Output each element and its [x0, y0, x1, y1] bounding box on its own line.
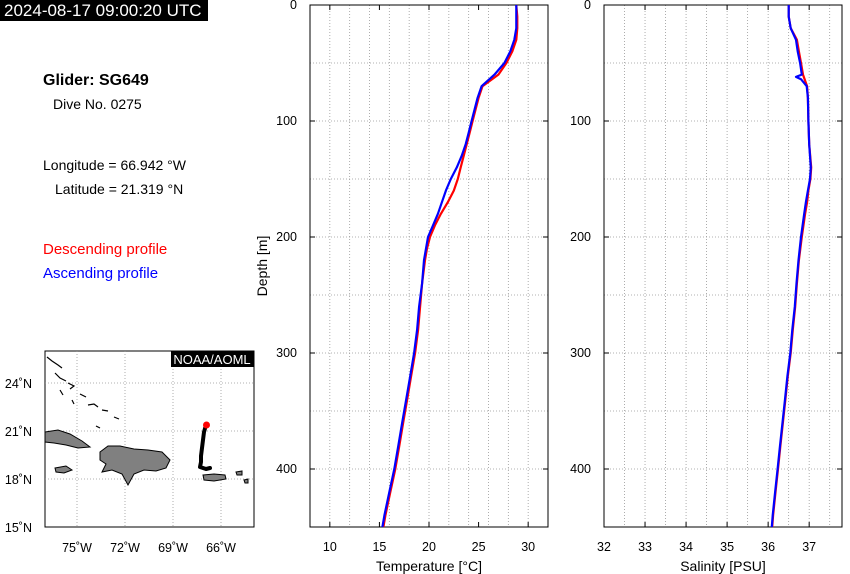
x-tick-label: 37 [802, 540, 816, 554]
map-frame [44, 350, 255, 528]
timestamp-banner: 2024-08-17 09:00:20 UTC [0, 0, 208, 21]
y-tick-label: 0 [584, 0, 591, 12]
longitude-readout: Longitude = 66.942 °W [43, 157, 186, 173]
y-tick-label: 400 [276, 462, 297, 476]
island-2 [243, 478, 249, 484]
lon-tick-label: 75˚W [62, 541, 92, 555]
lat-tick-label: 21˚N [5, 425, 32, 439]
x-tick-label: 35 [720, 540, 734, 554]
glider-title: Glider: SG649 [43, 72, 149, 89]
x-tick-label: 33 [638, 540, 652, 554]
x-axis-label: Salinity [PSU] [680, 558, 766, 574]
puerto-rico-land [202, 473, 227, 482]
salinity-profile-plot: 0 100 200 300 400 32 33 34 35 36 37 Salinity [PSU] [570, 0, 843, 574]
x-tick-label: 32 [597, 540, 611, 554]
map-credit-box [171, 351, 254, 367]
lat-tick-label: 18˚N [5, 473, 32, 487]
lat-tick-label: 15˚N [5, 521, 32, 535]
glider-track [198, 423, 212, 471]
ascending-profile-line [381, 5, 518, 528]
descending-profile-line [382, 4, 519, 528]
x-tick-label: 20 [422, 540, 436, 554]
latitude-readout: Latitude = 21.319 °N [55, 181, 184, 197]
lon-tick-label: 69˚W [158, 541, 188, 555]
plot-frame [603, 4, 843, 528]
y-tick-label: 200 [276, 230, 297, 244]
grid [604, 5, 842, 527]
inset-map: NOAA/AOML 24˚N 21˚N 18˚N 15˚N 75˚W 72˚W … [5, 350, 255, 555]
x-tick-label: 34 [679, 540, 693, 554]
legend-ascending: Ascending profile [43, 265, 159, 282]
grid [310, 5, 548, 527]
y-tick-label: 100 [570, 114, 591, 128]
x-tick-label: 15 [372, 540, 386, 554]
x-tick-label: 10 [323, 540, 337, 554]
glider-position-marker [203, 421, 210, 429]
map-land [44, 429, 249, 487]
y-tick-label: 300 [570, 346, 591, 360]
map-lat-labels: 24˚N 21˚N 18˚N 15˚N [5, 377, 32, 535]
map-credit: NOAA/AOML [173, 352, 250, 367]
lon-tick-label: 72˚W [110, 541, 140, 555]
x-tick-label: 36 [761, 540, 775, 554]
bahamas-islands [46, 356, 120, 429]
dive-number: Dive No. 0275 [53, 96, 142, 112]
y-axis-label: Depth [m] [254, 236, 270, 297]
lat-tick-label: 24˚N [5, 377, 32, 391]
jamaica-land [54, 465, 74, 474]
ascending-profile-line [770, 5, 812, 528]
y-tick-label: 200 [570, 230, 591, 244]
x-tick-label: 30 [521, 540, 535, 554]
y-tick-label: 0 [290, 0, 297, 12]
cuba-land [44, 429, 92, 449]
y-tick-label: 400 [570, 462, 591, 476]
legend-descending: Descending profile [43, 241, 168, 258]
y-tick-label: 100 [276, 114, 297, 128]
hispaniola-land [99, 445, 171, 487]
y-tick-label: 300 [276, 346, 297, 360]
x-tick-label: 25 [472, 540, 486, 554]
lon-tick-label: 66˚W [206, 541, 236, 555]
island-1 [235, 470, 243, 476]
temperature-profile-plot: 0 100 200 300 400 10 15 20 25 30 Temperature [°C] D… [254, 0, 549, 574]
x-axis-label: Temperature [°C] [376, 558, 482, 574]
map-lon-labels: 75˚W 72˚W 69˚W 66˚W [62, 541, 236, 555]
